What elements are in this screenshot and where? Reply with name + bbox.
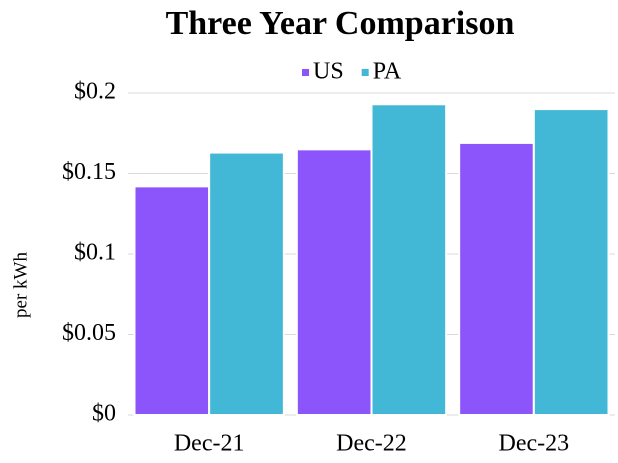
bar bbox=[208, 151, 285, 416]
bar bbox=[370, 103, 448, 417]
y-axis-label: per kWh bbox=[10, 252, 31, 318]
chart-title: Three Year Comparison bbox=[166, 5, 515, 42]
legend-marker bbox=[361, 69, 369, 76]
legend-label: PA bbox=[373, 59, 402, 85]
y-tick-label: $0.2 bbox=[74, 79, 116, 105]
bar bbox=[295, 148, 373, 416]
y-tick-label: $0.1 bbox=[74, 240, 116, 266]
bar bbox=[133, 185, 211, 416]
y-tick-label: $0.05 bbox=[62, 320, 116, 346]
x-tick-label: Dec-21 bbox=[174, 431, 245, 457]
y-tick-label: $0 bbox=[92, 401, 116, 427]
x-tick-label: Dec-23 bbox=[499, 431, 570, 457]
legend-label: US bbox=[313, 59, 344, 85]
x-tick-label: Dec-22 bbox=[336, 431, 407, 457]
legend-marker bbox=[302, 69, 309, 76]
bar bbox=[532, 108, 610, 416]
bar bbox=[458, 141, 535, 416]
y-tick-label: $0.15 bbox=[62, 159, 116, 185]
